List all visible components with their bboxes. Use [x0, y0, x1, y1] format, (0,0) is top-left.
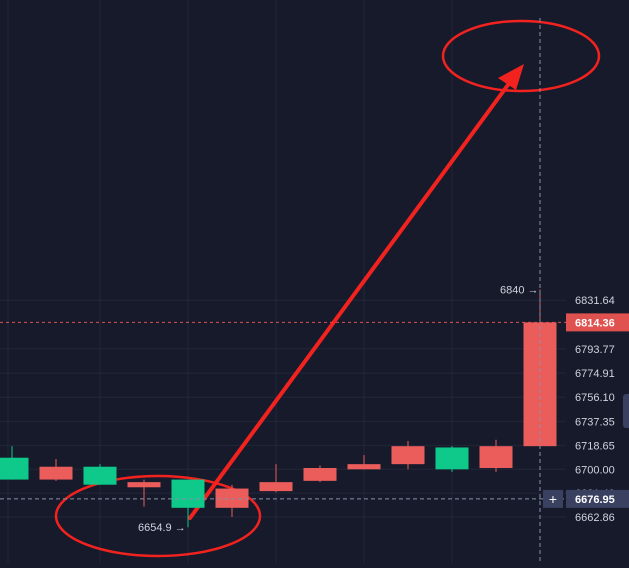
price-axis-label: 6756.10: [575, 392, 615, 404]
candle-body: [171, 479, 205, 508]
current-price-badge: [566, 313, 629, 332]
candle-body: [303, 468, 337, 481]
annotation-arrow-shaft: [188, 72, 518, 520]
candle-body: [83, 466, 117, 485]
candle-body: [0, 457, 29, 480]
price-axis-label: 6774.91: [575, 368, 615, 380]
plus-icon: +: [549, 491, 557, 507]
low-price-marker: 6654.9 →: [138, 522, 186, 534]
candle-body: [347, 464, 381, 470]
candle-body: [435, 447, 469, 470]
price-axis-label: 6718.65: [575, 440, 615, 452]
candles: [0, 289, 557, 528]
candle-body: [39, 466, 73, 480]
candle-body: [215, 488, 249, 508]
price-axis-label: 6700.00: [575, 464, 615, 476]
annotation-layer: [54, 19, 601, 558]
annotation-arrow-head: [498, 64, 524, 90]
annotation-circle-low: [54, 474, 262, 558]
price-axis-label: 6793.77: [575, 344, 615, 356]
axis-scroll-handle[interactable]: [623, 394, 629, 428]
current-price-label: 6814.36: [575, 317, 615, 329]
price-axis-label: 6831.64: [575, 295, 615, 307]
candle-body: [391, 446, 425, 465]
high-price-marker: 6840 →: [500, 284, 539, 296]
price-axis-label: 6737.35: [575, 416, 615, 428]
candle-body: [259, 482, 293, 492]
crosshair-price-label: 6676.95: [575, 494, 615, 506]
price-lines: 6840 → 6654.9 →: [0, 18, 566, 563]
candle-body: [479, 446, 513, 469]
price-axis[interactable]: 6831.64 6793.77 6774.91 6756.10 6737.35 6718.…: [543, 295, 629, 524]
candle-body: [127, 482, 161, 488]
annotation-circle-high: [441, 19, 601, 93]
price-axis-label: 6662.86: [575, 512, 615, 524]
crosshair-price-badge: [566, 489, 629, 508]
add-alert-button: [543, 489, 563, 508]
